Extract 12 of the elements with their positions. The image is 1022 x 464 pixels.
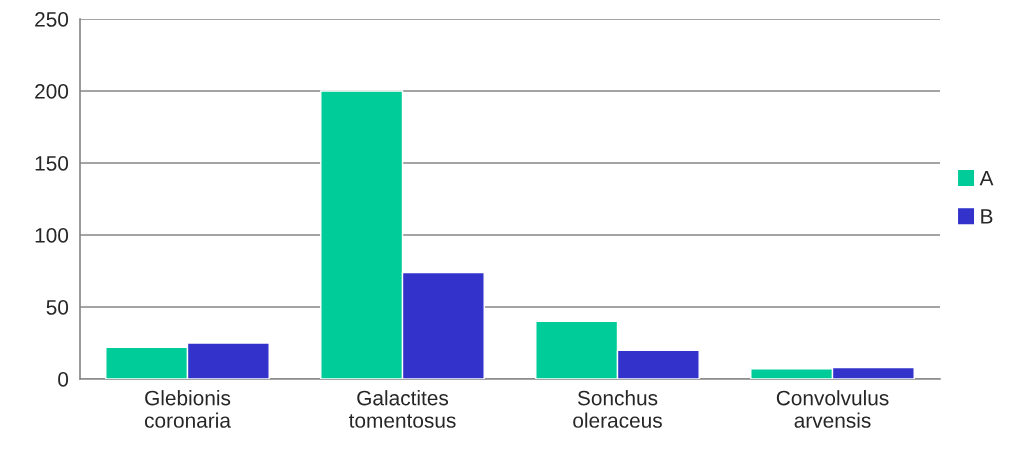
x-tick-label: Glebionis coronaria <box>144 390 231 428</box>
y-tick-label: 100 <box>35 228 69 243</box>
x-tick-label: Convolvulus arvensis <box>776 390 889 428</box>
legend-label: A <box>979 170 994 186</box>
y-tick-label: 200 <box>35 84 69 99</box>
legend-label: B <box>981 209 993 224</box>
y-tick-label: 0 <box>58 372 69 387</box>
y-tick-label: 250 <box>35 12 69 27</box>
y-tick-label: 150 <box>35 156 69 171</box>
y-tick-label: 50 <box>46 300 69 315</box>
x-tick-label: Sonchus oleraceus <box>573 390 662 428</box>
x-tick-label: Galactites tomentosus <box>348 390 456 428</box>
